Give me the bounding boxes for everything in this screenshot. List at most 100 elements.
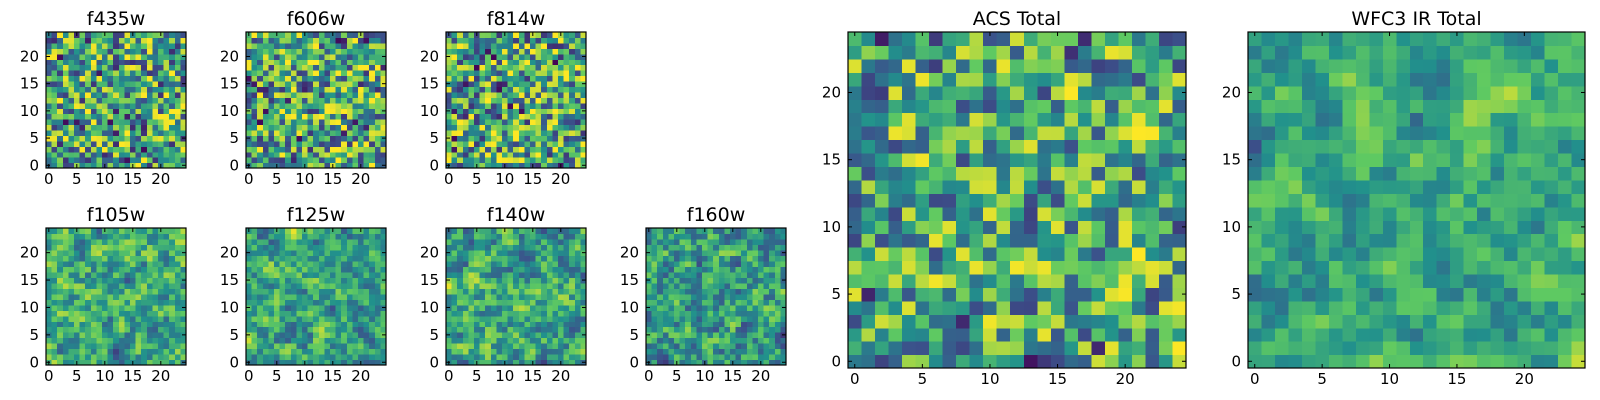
heatmap-cell [496, 348, 503, 355]
heatmap-cell [724, 332, 731, 339]
heatmap-cell [552, 32, 559, 39]
heatmap-cell [369, 266, 376, 273]
heatmap-cell [130, 271, 137, 278]
heatmap-cell [174, 70, 181, 77]
heatmap-cell [330, 119, 337, 126]
heatmap-cell [285, 48, 292, 55]
heatmap-cell [574, 260, 581, 267]
heatmap-cell [446, 266, 453, 273]
heatmap-cell [341, 151, 348, 158]
heatmap-cell [1050, 193, 1065, 208]
heatmap-cell [763, 293, 770, 300]
heatmap-cell [668, 277, 675, 284]
heatmap-cell [507, 249, 514, 256]
heatmap-cell [251, 249, 258, 256]
heatmap-cell [46, 348, 53, 355]
heatmap-cell [85, 42, 92, 49]
heatmap-cell [257, 140, 264, 147]
heatmap-cell [324, 102, 331, 109]
heatmap-cell [580, 140, 587, 147]
heatmap-cell [657, 244, 664, 251]
heatmap-cell [524, 326, 531, 333]
heatmap-cell [79, 119, 86, 126]
heatmap-cell [296, 266, 303, 273]
heatmap-cell [679, 233, 686, 240]
heatmap-cell [485, 228, 492, 235]
heatmap-cell [324, 135, 331, 142]
heatmap-cell [530, 326, 537, 333]
heatmap-cell [485, 326, 492, 333]
heatmap-cell [1158, 341, 1174, 356]
heatmap-cell [513, 140, 520, 147]
heatmap-cell [848, 273, 863, 288]
heatmap-cell [758, 299, 765, 306]
heatmap-cell [446, 337, 453, 344]
heatmap-cell [718, 310, 725, 317]
heatmap-cell [569, 282, 576, 289]
heatmap-cell [496, 359, 503, 366]
heatmap-cell [107, 233, 114, 240]
heatmap-cell [352, 86, 359, 93]
heatmap-cell [741, 228, 748, 235]
heatmap-cell [718, 315, 725, 322]
heatmap-cell [983, 354, 998, 369]
heatmap-cell [102, 91, 109, 98]
heatmap-cell [307, 299, 314, 306]
heatmap-cell [888, 166, 903, 181]
heatmap-cell [257, 146, 264, 153]
heatmap-cell [496, 228, 503, 235]
heatmap-cell [1145, 247, 1160, 262]
heatmap-cell [462, 80, 469, 87]
heatmap-cell [68, 64, 75, 71]
heatmap-cell [352, 135, 359, 142]
heatmap-cell [668, 315, 675, 322]
heatmap-cell [174, 102, 181, 109]
heatmap-cell [718, 282, 725, 289]
heatmap-cell [1037, 179, 1052, 194]
heatmap-cell [552, 53, 559, 60]
heatmap-cell [346, 310, 353, 317]
heatmap-cell [313, 48, 320, 55]
heatmap-cell [1145, 193, 1160, 208]
heatmap-cell [324, 249, 331, 256]
heatmap-cell [1172, 300, 1187, 315]
heatmap-cell [685, 271, 692, 278]
heatmap-cell [541, 86, 548, 93]
heatmap-cell [507, 260, 514, 267]
heatmap-cell [274, 53, 281, 60]
heatmap-cell [330, 108, 337, 115]
heatmap-cell [369, 113, 376, 120]
heatmap-cell [313, 113, 320, 120]
heatmap-cell [569, 162, 576, 169]
x-tick-label: 5 [472, 170, 482, 188]
heatmap-cell [51, 321, 58, 328]
heatmap-cell [574, 80, 581, 87]
heatmap-cell [1118, 314, 1133, 329]
heatmap-cell [848, 354, 863, 369]
heatmap-cell [62, 277, 69, 284]
heatmap-cell [96, 348, 103, 355]
heatmap-cell [57, 59, 64, 66]
heatmap-cell [462, 108, 469, 115]
heatmap-cell [124, 91, 131, 98]
heatmap-cell [90, 282, 97, 289]
heatmap-cell [274, 348, 281, 355]
heatmap-cell [79, 86, 86, 93]
heatmap-cell [774, 266, 781, 273]
heatmap-cell [524, 348, 531, 355]
heatmap-cell [380, 113, 387, 120]
heatmap-cell [257, 310, 264, 317]
heatmap-cell [158, 70, 165, 77]
heatmap-cell [735, 304, 742, 311]
heatmap-cell [290, 238, 297, 246]
heatmap-cell [563, 293, 570, 300]
heatmap-cell [888, 233, 903, 248]
heatmap-cell [446, 102, 453, 109]
heatmap-cell [262, 102, 269, 109]
heatmap-cell [369, 228, 376, 235]
heatmap-cell [662, 228, 669, 235]
heatmap-cell [335, 32, 342, 39]
heatmap-cell [679, 299, 686, 306]
heatmap-cell [546, 277, 553, 284]
heatmap-cell [462, 157, 469, 164]
